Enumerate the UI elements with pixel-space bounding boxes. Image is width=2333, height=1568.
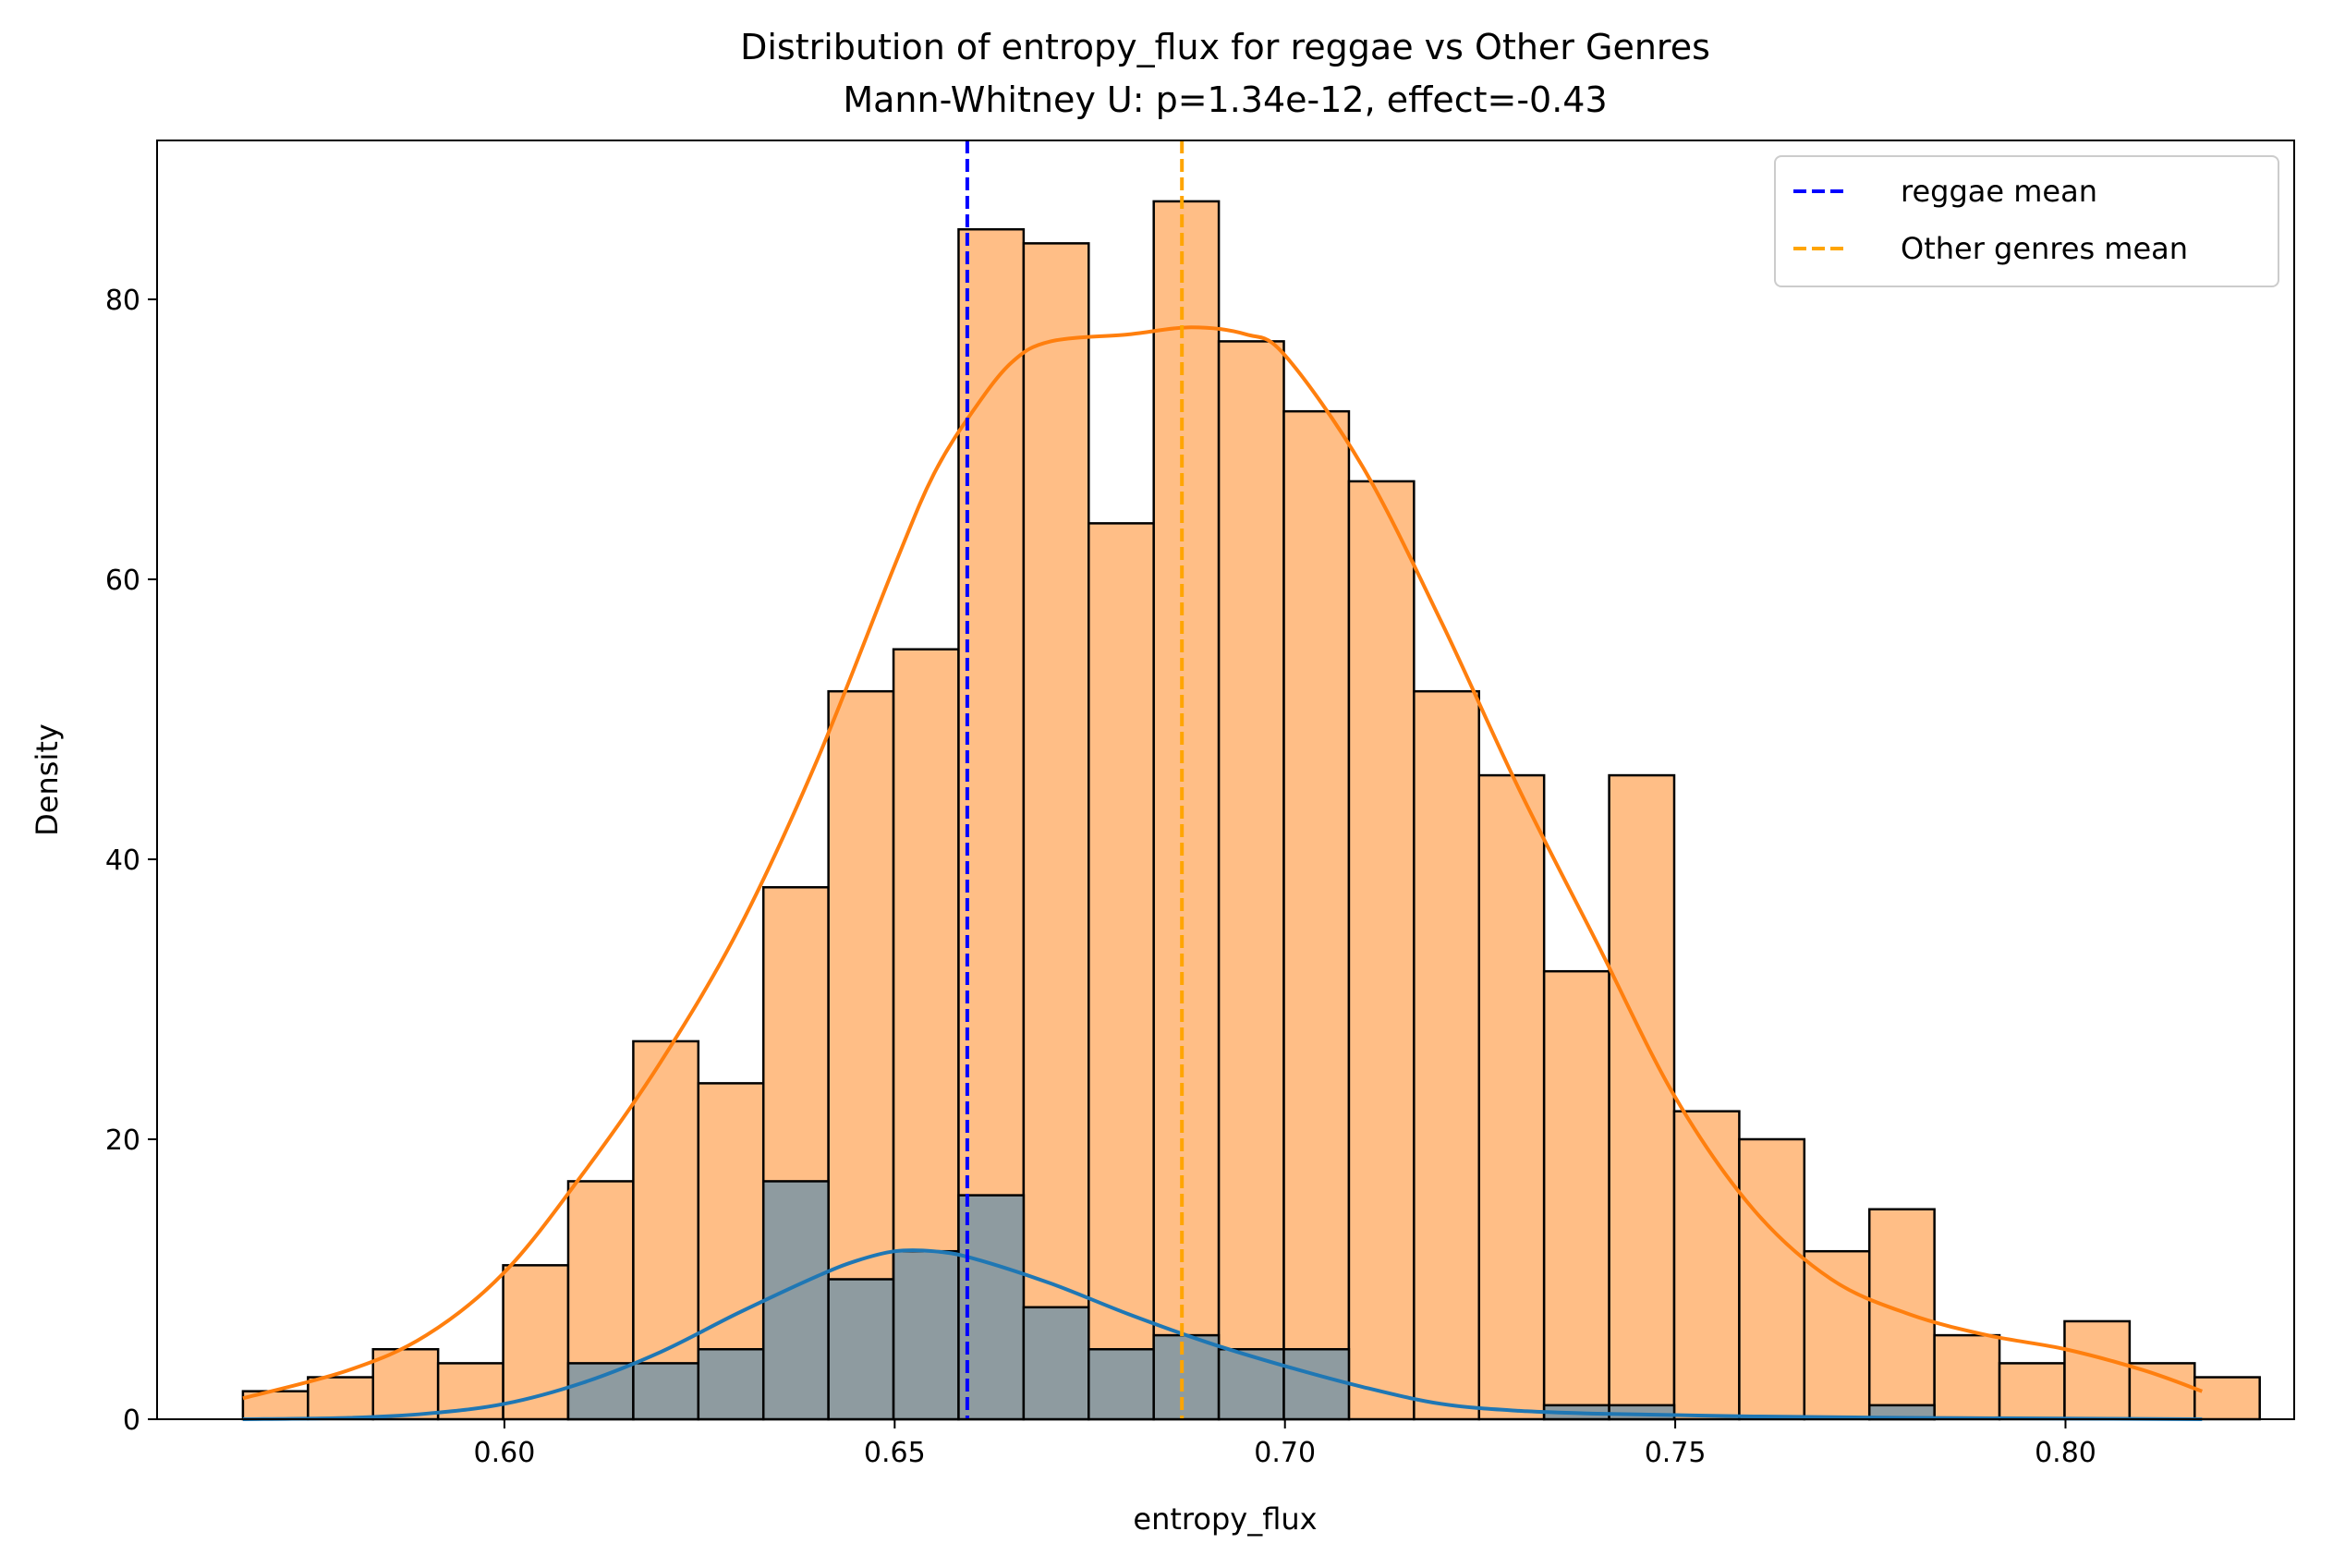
other-bar <box>1933 1333 2001 1421</box>
legend-box <box>1774 155 2279 287</box>
y-tick-label: 60 <box>105 565 140 597</box>
reggae-bar <box>761 1180 830 1421</box>
plot-frame <box>156 140 2295 1420</box>
x-axis-label: entropy_flux <box>1133 1501 1317 1537</box>
other-bar <box>1022 242 1090 1421</box>
other-bar <box>1217 340 1285 1421</box>
reggae-bar <box>1282 1347 1351 1421</box>
y-axis-label: Density <box>30 723 65 836</box>
other-bar <box>1867 1208 1936 1421</box>
other-bar <box>1088 522 1155 1421</box>
other-bar <box>1672 1110 1741 1421</box>
x-axis-ticks: 0.60 0.65 0.70 0.75 0.80 <box>474 1419 2096 1469</box>
reggae-bar <box>1022 1306 1090 1421</box>
reggae-bar <box>957 1194 1026 1421</box>
mean-lines <box>965 140 1185 1419</box>
other-bar <box>1282 409 1351 1421</box>
reggae-bar <box>632 1362 700 1421</box>
other-bar <box>1608 773 1676 1421</box>
chart-subtitle: Mann-Whitney U: p=1.34e-12, effect=-0.43 <box>843 79 1607 120</box>
other-genres-bars <box>241 200 2261 1421</box>
reggae-bar <box>1217 1347 1285 1421</box>
other-bar <box>1803 1249 1871 1421</box>
legend-label-reggae-mean: reggae mean <box>1901 174 2097 209</box>
other-bar <box>2063 1319 2132 1421</box>
other-bar <box>1998 1362 2066 1421</box>
reggae-bar <box>697 1347 765 1421</box>
other-genres-kde-line <box>242 325 2203 1401</box>
other-bar <box>1152 200 1221 1421</box>
x-tick-label: 0.65 <box>864 1437 926 1469</box>
y-axis-ticks: 0 20 40 60 80 <box>105 285 157 1437</box>
y-tick-label: 20 <box>105 1124 140 1157</box>
x-tick-label: 0.75 <box>1645 1437 1707 1469</box>
kde-curves <box>242 325 2203 1421</box>
other-bar <box>1413 689 1481 1421</box>
x-tick-label: 0.80 <box>2035 1437 2096 1469</box>
other-bar <box>371 1347 440 1421</box>
reggae-kde-line <box>242 1248 2203 1421</box>
legend-label-other-genres-mean: Other genres mean <box>1901 231 2188 266</box>
y-tick-label: 80 <box>105 285 140 317</box>
other-bar <box>2193 1376 2261 1421</box>
other-bar <box>1477 773 1546 1421</box>
reggae-bar <box>1088 1347 1155 1421</box>
other-bar <box>1542 969 1610 1421</box>
reggae-bars <box>566 1180 1936 1421</box>
x-tick-label: 0.60 <box>474 1437 536 1469</box>
other-bar <box>1738 1137 1806 1421</box>
y-tick-label: 0 <box>123 1404 140 1437</box>
reggae-bar <box>892 1249 960 1421</box>
other-bar <box>307 1376 374 1421</box>
other-bar <box>1347 480 1416 1421</box>
reggae-bar <box>1152 1333 1221 1421</box>
reggae-bar <box>566 1362 635 1421</box>
chart-title: Distribution of entropy_flux for reggae … <box>740 27 1710 67</box>
legend: reggae mean Other genres mean <box>1774 155 2279 287</box>
x-tick-label: 0.70 <box>1254 1437 1316 1469</box>
reggae-bar <box>827 1278 895 1421</box>
y-tick-label: 40 <box>105 845 140 877</box>
other-bar <box>2128 1362 2196 1421</box>
